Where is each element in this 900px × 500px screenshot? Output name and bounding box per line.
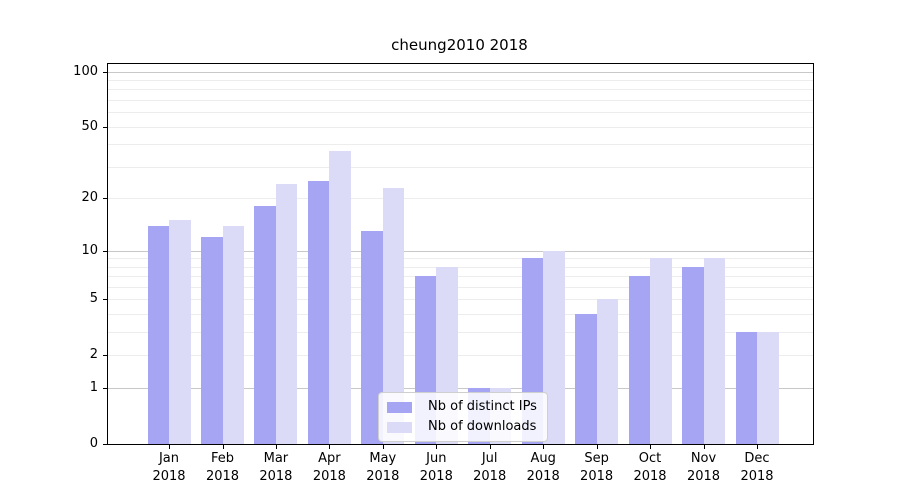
y-tick-mark (103, 388, 107, 390)
x-tick-label-aug: Aug 2018 (526, 451, 560, 484)
bar-downloads-feb (222, 225, 244, 444)
bar-downloads-jan (169, 220, 191, 444)
x-tick-mark (543, 445, 545, 449)
x-tick-label-apr: Apr 2018 (312, 451, 346, 484)
legend-label-downloads: Nb of downloads (428, 419, 537, 434)
x-tick-label-nov: Nov 2018 (686, 451, 721, 484)
y-tick-label: 50 (81, 118, 98, 134)
y-tick-mark (103, 355, 107, 357)
grid-minor-line (108, 276, 813, 278)
x-tick-label-mar: Mar 2018 (259, 451, 293, 484)
grid-minor-line (108, 144, 813, 146)
grid-minor-line (108, 100, 813, 101)
y-tick-label: 1 (89, 380, 98, 396)
legend-entry-downloads: Nb of downloads (387, 420, 537, 434)
x-tick-mark (650, 445, 651, 449)
x-tick-mark (596, 445, 598, 449)
x-tick-mark (382, 445, 384, 449)
x-tick-label-jul: Jul 2018 (473, 451, 507, 484)
grid-major-line (108, 250, 813, 252)
legend-entry-distinct-ips: Nb of distinct IPs (387, 400, 537, 414)
y-tick-label: 2 (89, 347, 98, 363)
grid-minor-line (108, 299, 813, 301)
grid-minor-line (108, 266, 813, 268)
bar-distinct-ips-sep (575, 314, 597, 444)
bar-distinct-ips-apr (307, 181, 330, 444)
y-tick-label: 20 (81, 190, 98, 206)
x-tick-mark (169, 445, 170, 449)
x-tick-label-may: May 2018 (366, 451, 400, 484)
legend-swatch-downloads (387, 421, 412, 433)
grid-major-line (108, 71, 813, 73)
bar-downloads-aug (543, 250, 565, 444)
y-tick-mark (103, 126, 107, 128)
grid-minor-line (108, 80, 813, 81)
bar-downloads-apr (329, 150, 351, 444)
legend: Nb of distinct IPs Nb of downloads (378, 392, 548, 442)
bar-downloads-may (382, 187, 405, 444)
x-tick-mark (703, 445, 705, 449)
bar-distinct-ips-may (361, 231, 383, 444)
x-tick-label-jan: Jan 2018 (152, 451, 186, 484)
x-tick-mark (329, 445, 331, 449)
bar-downloads-oct (650, 258, 672, 444)
x-tick-mark (222, 445, 224, 449)
x-tick-mark (757, 445, 758, 449)
bar-distinct-ips-mar (254, 206, 276, 444)
y-tick-label: 10 (81, 242, 98, 258)
y-tick-label: 5 (89, 291, 98, 307)
y-tick-mark (103, 198, 107, 200)
bar-distinct-ips-jan (147, 225, 169, 444)
bar-distinct-ips-dec (735, 332, 757, 444)
y-tick-mark (103, 299, 107, 301)
grid-minor-line (108, 166, 813, 168)
y-tick-mark (103, 444, 107, 445)
y-tick-mark (103, 250, 107, 252)
grid-minor-line (108, 287, 813, 288)
bar-downloads-dec (757, 332, 779, 444)
plot-area: 0 1 2 5 10 20 50 100 Jan 2018 Feb 2018 Mar 2018 Apr 20… (73, 63, 814, 484)
bar-distinct-ips-feb (201, 237, 223, 444)
x-tick-mark (436, 445, 438, 449)
grid-minor-line (108, 258, 813, 260)
bar-downloads-sep (596, 299, 619, 444)
grid-minor-line (108, 314, 813, 316)
bar-distinct-ips-nov (682, 266, 704, 444)
grid-minor-line (108, 198, 813, 200)
x-tick-label-sep: Sep 2018 (580, 451, 614, 484)
y-tick-label: 0 (89, 436, 98, 451)
x-tick-label-oct: Oct 2018 (633, 451, 667, 484)
y-tick-mark (103, 71, 107, 73)
chart-title: cheung2010 2018 (391, 36, 528, 54)
y-tick-label: 100 (73, 63, 98, 79)
grid-minor-line (108, 355, 813, 357)
legend-swatch-distinct-ips (387, 401, 412, 413)
x-tick-mark (275, 445, 277, 449)
grid-minor-line (108, 112, 813, 114)
grid-major-line (108, 388, 813, 390)
grid-minor-line (108, 89, 813, 91)
grid-minor-line (108, 332, 813, 334)
x-tick-label-jun: Jun 2018 (419, 451, 453, 484)
bar-distinct-ips-oct (628, 276, 650, 444)
bar-downloads-mar (275, 184, 298, 444)
grid-minor-line (108, 126, 813, 128)
x-tick-label-feb: Feb 2018 (205, 451, 240, 484)
bar-downloads-nov (703, 258, 725, 444)
x-tick-label-dec: Dec 2018 (740, 451, 774, 484)
legend-label-distinct-ips: Nb of distinct IPs (428, 399, 537, 414)
x-tick-mark (489, 445, 491, 449)
